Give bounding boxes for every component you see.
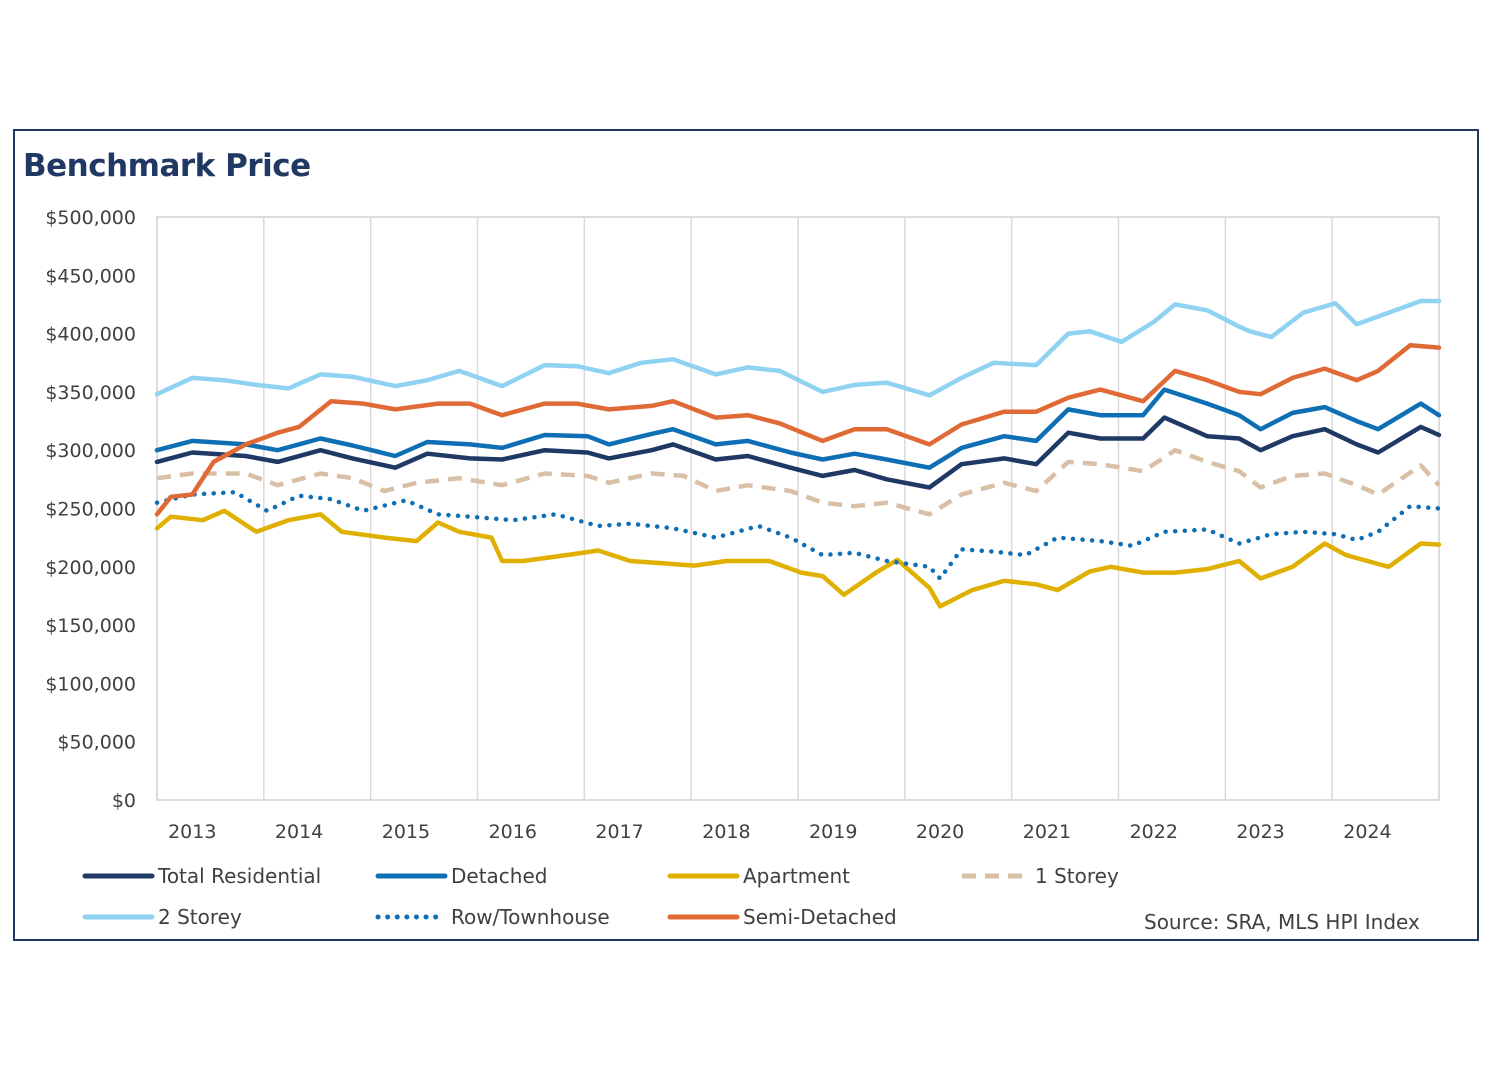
x-tick-label: 2019 (809, 821, 857, 843)
legend-label-2-storey: 2 Storey (158, 905, 242, 929)
y-tick-label: $0 (112, 790, 136, 812)
legend-label-semi-detached: Semi-Detached (743, 905, 897, 929)
x-axis: 2013 2014 2015 2016 2017 2018 2019 2020 2021 2022… (168, 821, 1392, 843)
x-tick-label: 2013 (168, 821, 216, 843)
legend-label-detached: Detached (451, 864, 547, 888)
x-tick-label: 2016 (489, 821, 537, 843)
series-line-row-townhouse (154, 489, 1442, 581)
x-tick-label: 2024 (1343, 821, 1391, 843)
source-note: Source: SRA, MLS HPI Index (1144, 910, 1420, 934)
legend-label-row-townhouse: Row/Townhouse (451, 905, 610, 929)
legend-label-apartment: Apartment (743, 864, 850, 888)
y-tick-label: $450,000 (45, 265, 136, 287)
series-line-detached (154, 387, 1442, 470)
y-tick-label: $300,000 (45, 440, 136, 462)
y-tick-label: $500,000 (45, 207, 136, 229)
series-line-semi-detached (154, 343, 1442, 517)
x-tick-label: 2023 (1236, 821, 1284, 843)
legend-label-1-storey: 1 Storey (1035, 864, 1119, 888)
x-tick-label: 2017 (595, 821, 643, 843)
chart-title: Benchmark Price (23, 148, 311, 184)
y-axis: $0 $50,000 $100,000 $150,000 $200,000 $250,00… (45, 207, 136, 812)
series-line-total-residential (154, 415, 1442, 490)
y-tick-label: $150,000 (45, 615, 136, 637)
x-tick-label: 2022 (1130, 821, 1178, 843)
y-tick-label: $200,000 (45, 557, 136, 579)
series-line-1-storey (156, 447, 1441, 517)
chart-frame (13, 129, 1479, 941)
y-tick-label: $50,000 (57, 732, 136, 754)
x-tick-label: 2020 (916, 821, 964, 843)
series-lines (154, 298, 1442, 609)
gridlines (263, 217, 1333, 800)
x-tick-label: 2018 (702, 821, 750, 843)
legend-label-total-residential: Total Residential (157, 864, 321, 888)
x-tick-label: 2021 (1023, 821, 1071, 843)
series-line-2-storey (154, 298, 1442, 398)
x-tick-label: 2015 (382, 821, 430, 843)
y-tick-label: $350,000 (45, 382, 136, 404)
y-tick-label: $100,000 (45, 673, 136, 695)
y-tick-label: $400,000 (45, 324, 136, 346)
series-line-apartment (154, 508, 1442, 609)
x-tick-label: 2014 (275, 821, 323, 843)
y-tick-label: $250,000 (45, 499, 136, 521)
legend: Total Residential Detached Apartment 1 Stor… (82, 864, 1119, 929)
